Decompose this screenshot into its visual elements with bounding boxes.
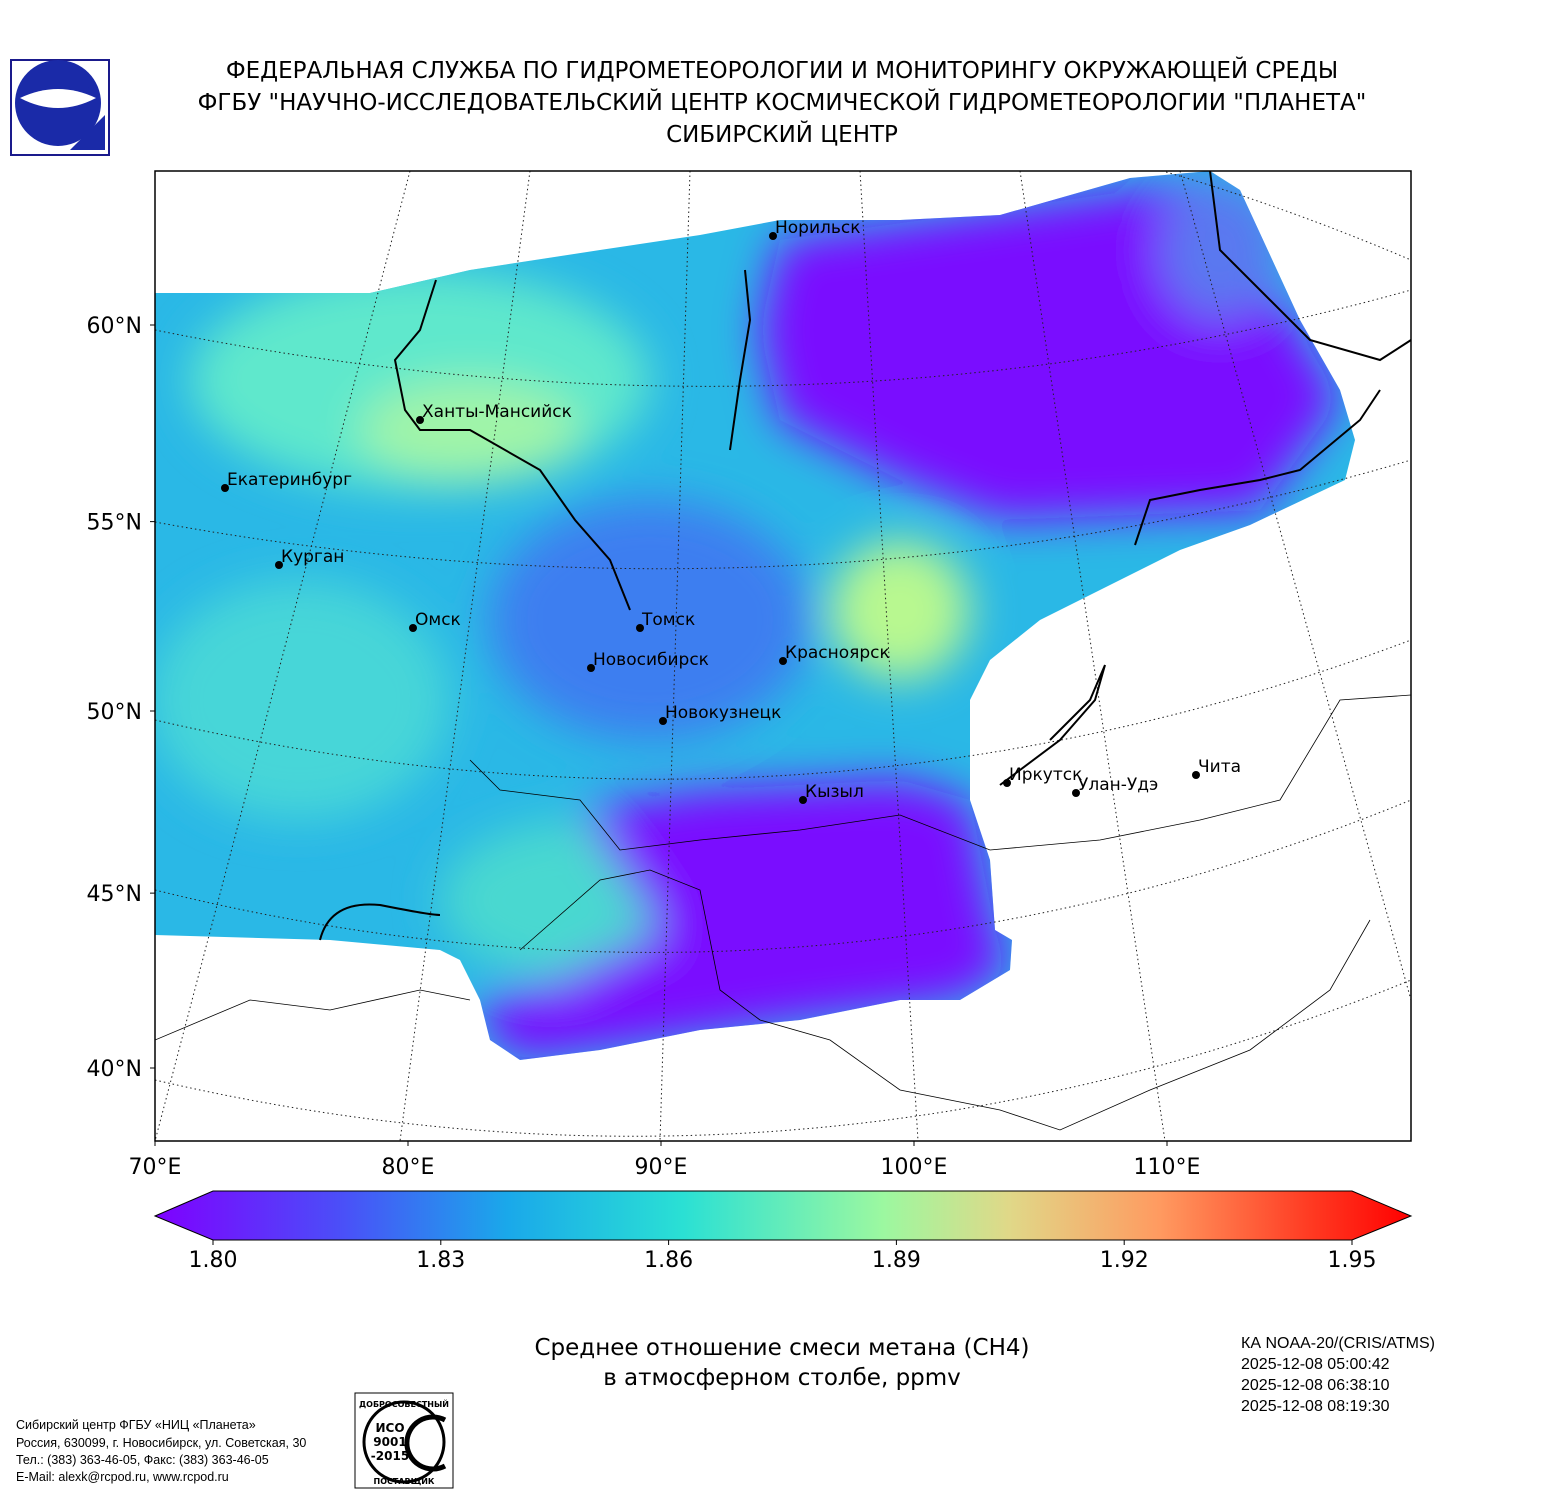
satellite-info: 2025-12-08 06:38:10	[1241, 1377, 1390, 1394]
logo	[10, 59, 110, 156]
lon-label: 110°E	[1134, 1155, 1201, 1180]
footer-line: Сибирский центр ФГБУ «НИЦ «Планета»	[16, 1418, 256, 1432]
city-label: Ханты-Мансийск	[422, 402, 572, 422]
colorbar-label: 1.89	[872, 1248, 921, 1273]
city-label: Улан-Удэ	[1078, 775, 1158, 795]
header-line: ФГБУ "НАУЧНО-ИССЛЕДОВАТЕЛЬСКИЙ ЦЕНТР КОС…	[198, 88, 1367, 116]
cert-bottom: ПОСТАВЩИК	[374, 1477, 435, 1486]
caption: в атмосферном столбе, ppmv	[603, 1365, 961, 1391]
cert-badge: ДОБРОСОВЕСТНЫЙ ИСО 9001 -2015 ПОСТАВЩИК	[354, 1392, 454, 1489]
city-dot	[221, 484, 229, 492]
colorbar: 1.80 1.83 1.86 1.89 1.92 1.95	[153, 1190, 1413, 1273]
methane-field	[155, 171, 1355, 1060]
cert-top: ДОБРОСОВЕСТНЫЙ	[359, 1398, 449, 1409]
city-dot	[416, 416, 424, 424]
city-dot	[587, 664, 595, 672]
lat-label: 45°N	[87, 882, 142, 907]
caption: Среднее отношение смеси метана (CH4)	[534, 1335, 1029, 1361]
city-dot	[659, 717, 667, 725]
cert-mark: ИСО	[375, 1421, 404, 1435]
colorbar-label: 1.83	[416, 1248, 465, 1273]
lat-label: 55°N	[87, 511, 142, 536]
cert-mark: -2015	[371, 1449, 409, 1463]
city-label: Екатеринбург	[227, 470, 352, 490]
header-line: СИБИРСКИЙ ЦЕНТР	[666, 120, 898, 148]
city-dot	[1072, 789, 1080, 797]
city-label: Новосибирск	[593, 650, 709, 670]
city-dot	[636, 624, 644, 632]
city-label: Курган	[281, 547, 344, 567]
lat-label: 60°N	[87, 314, 142, 339]
city-label: Красноярск	[785, 643, 890, 663]
city-label: Чита	[1198, 757, 1241, 777]
city-label: Кызыл	[805, 782, 864, 802]
lon-label: 90°E	[635, 1155, 688, 1180]
city-label: Томск	[641, 610, 695, 630]
cert-mark: 9001	[373, 1435, 406, 1449]
lon-label: 70°E	[129, 1155, 182, 1180]
header-line: ФЕДЕРАЛЬНАЯ СЛУЖБА ПО ГИДРОМЕТЕОРОЛОГИИ …	[226, 56, 1338, 84]
map-frame	[154, 170, 1412, 1142]
satellite-info: 2025-12-08 08:19:30	[1241, 1398, 1390, 1415]
city-label: Омск	[415, 610, 461, 630]
lon-label: 100°E	[881, 1155, 948, 1180]
city-dot	[779, 657, 787, 665]
city-label: Иркутск	[1009, 765, 1082, 785]
city-dot	[799, 796, 807, 804]
footer-line: Россия, 630099, г. Новосибирск, ул. Сове…	[16, 1436, 306, 1450]
map: Норильск Ханты-Мансийск Екатеринбург Курган…	[87, 170, 1412, 1180]
colorbar-label: 1.86	[644, 1248, 693, 1273]
satellite-info: КА NOAA-20/(CRIS/ATMS)	[1241, 1335, 1435, 1352]
city-dot	[275, 561, 283, 569]
lon-label: 80°E	[382, 1155, 435, 1180]
colorbar-label: 1.95	[1328, 1248, 1377, 1273]
footer-line: E-Mail: alexk@rcpod.ru, www.rcpod.ru	[16, 1470, 229, 1484]
city-label: Новокузнецк	[665, 703, 781, 723]
colorbar-label: 1.80	[189, 1248, 238, 1273]
city-dot	[769, 232, 777, 240]
colorbar-label: 1.92	[1100, 1248, 1149, 1273]
city-dot	[1192, 771, 1200, 779]
city-dot	[409, 624, 417, 632]
footer-line: Тел.: (383) 363-46-05, Факс: (383) 363-4…	[16, 1453, 269, 1467]
lat-label: 40°N	[87, 1057, 142, 1082]
lat-label: 50°N	[87, 700, 142, 725]
city-dot	[1003, 779, 1011, 787]
satellite-info: 2025-12-08 05:00:42	[1241, 1356, 1390, 1373]
city-label: Норильск	[775, 218, 861, 238]
